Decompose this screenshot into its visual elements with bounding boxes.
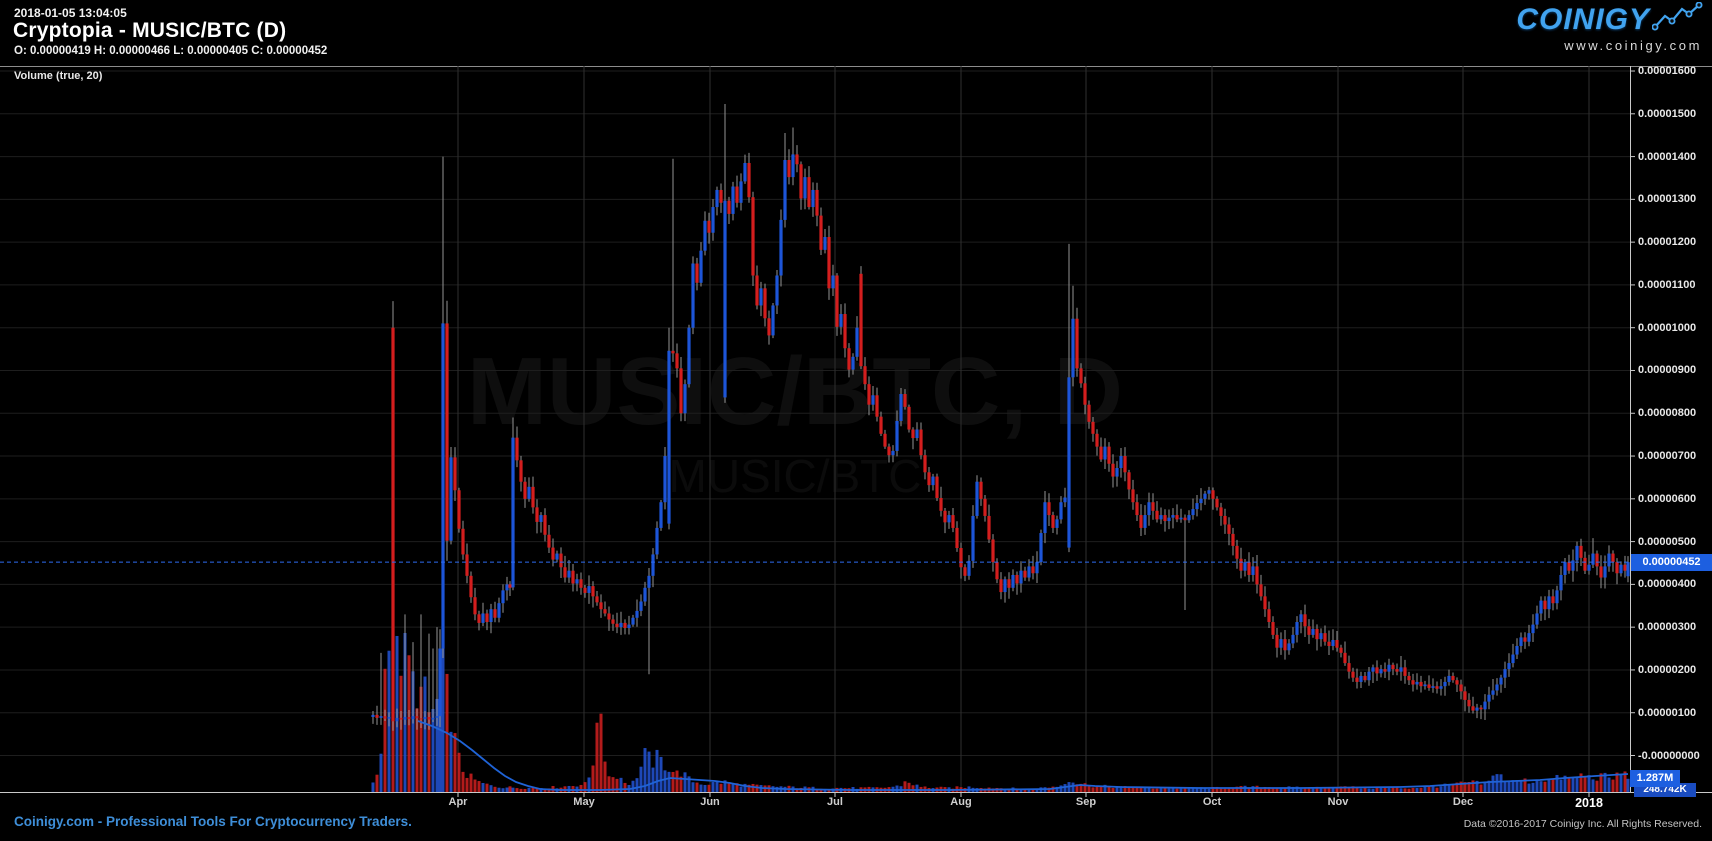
coinigy-brand-text: COINIGY [1516,2,1650,36]
price-tick-label: 0.00000200 [1638,663,1697,676]
price-tick-label: 0.00001200 [1638,236,1697,249]
time-tick-label: Apr [448,796,468,808]
coinigy-logo[interactable]: COINIGY www.coinigy.com [1516,1,1704,53]
volume-ma-badge: 1.287M [1630,770,1680,787]
price-tick-label: 0.00000400 [1638,578,1697,591]
chart-timestamp: 2018-01-05 13:04:05 [14,6,127,20]
price-tick-label: 0.00000600 [1638,492,1697,505]
price-tick-label: 0.00001000 [1638,321,1697,334]
time-tick-label: Sep [1075,796,1097,808]
time-tick-label: Jul [827,796,843,808]
price-tick-label: -0.00000000 [1638,749,1700,762]
price-tick-label: 0.00001300 [1638,193,1697,206]
time-tick-label: Oct [1202,796,1222,808]
time-tick-label: Aug [950,796,972,808]
coinigy-url: www.coinigy.com [1564,38,1702,53]
price-tick-label: 0.00000300 [1638,621,1697,634]
volume-indicator-label[interactable]: Volume (true, 20) [14,70,103,82]
price-tick-label: 0.00001100 [1638,278,1696,291]
header-separator [0,66,1712,67]
price-tick-label: 0.00000800 [1638,407,1697,420]
watermark-symbol-small: MUSIC/BTC [669,449,922,503]
footer-tagline: Coinigy.com - Professional Tools For Cry… [14,814,412,829]
price-tick-label: 0.00001500 [1638,107,1697,120]
ohlc-values: O: 0.00000419 H: 0.00000466 L: 0.0000040… [14,45,328,57]
time-tick-label: 2018 [1575,796,1603,810]
time-tick-label: May [573,796,595,808]
time-tick-label: Dec [1452,796,1474,808]
price-tick-label: 0.00001600 [1638,65,1697,78]
watermark-symbol-large: MUSIC/BTC, D [467,338,1123,445]
last-price-badge: 0.00000452 [1631,553,1712,571]
footer-copyright: Data ©2016-2017 Coinigy Inc. All Rights … [1463,818,1702,830]
price-tick-label: 0.00000900 [1638,364,1697,377]
time-tick-label: Jun [700,796,720,808]
price-tick-label: 0.00000100 [1638,706,1697,719]
logo-sparkline-icon [1651,1,1704,37]
price-tick-label: 0.00000500 [1638,535,1697,548]
time-tick-label: Nov [1327,796,1349,808]
price-tick-label: 0.00000700 [1638,450,1697,463]
price-tick-label: 0.00001400 [1638,150,1697,163]
page-title: Cryptopia - MUSIC/BTC (D) [13,19,287,42]
